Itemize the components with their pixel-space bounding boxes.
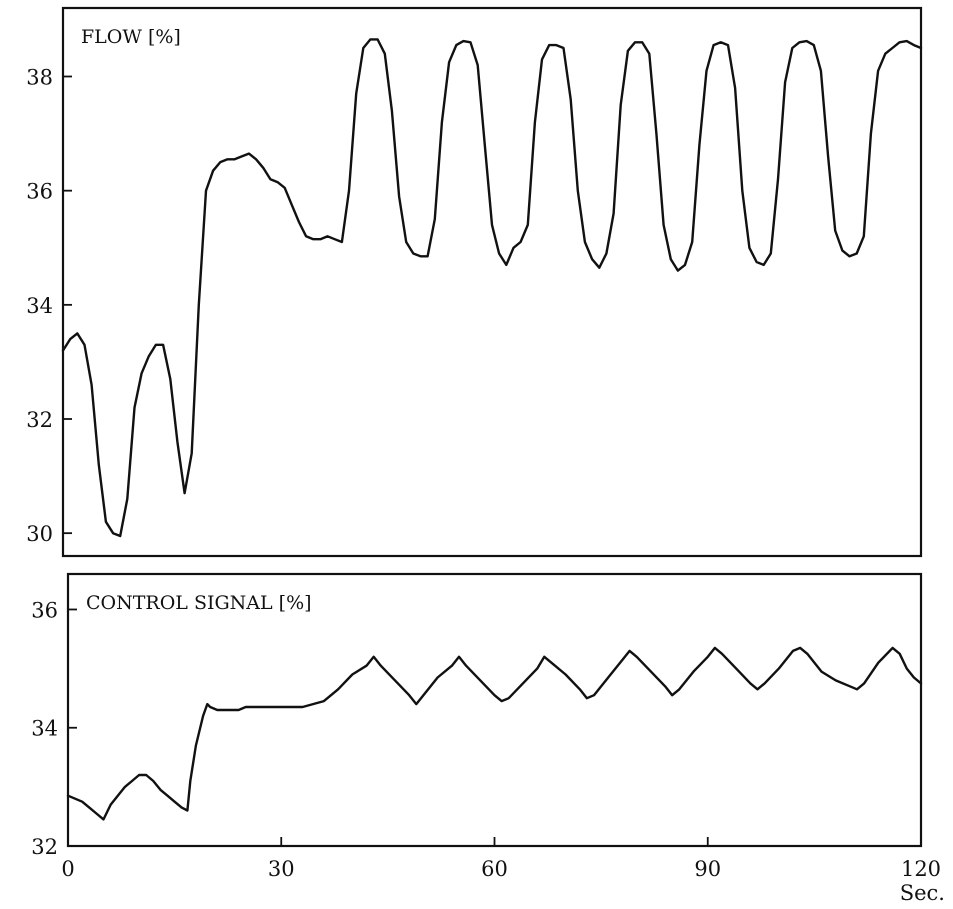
control-x-tick-label: 0 [61,857,74,881]
control-y-tick-label: 36 [31,598,58,622]
control-series-line [66,646,923,821]
control-x-tick-label: 90 [694,857,721,881]
flow-chart-title: FLOW [%] [81,26,181,48]
control-panel-frame [66,572,923,848]
control-x-tick-label: 120 [901,857,941,881]
flow-y-tick-label: 36 [26,180,53,204]
flow-panel-frame [61,6,923,558]
flow-y-tick-label: 30 [26,522,53,546]
flow-y-tick-label: 32 [26,408,53,432]
flow-y-tick-label: 38 [26,66,53,90]
control-y-tick-label: 32 [31,835,58,859]
flow-series-line [61,38,923,538]
control-chart-title: CONTROL SIGNAL [%] [86,592,312,614]
control-x-axis-unit: Sec. [900,881,945,905]
flow-y-tick-label: 34 [26,294,53,318]
control-x-tick-label: 60 [481,857,508,881]
control-x-tick-label: 30 [268,857,295,881]
control-y-tick-label: 34 [31,717,58,741]
